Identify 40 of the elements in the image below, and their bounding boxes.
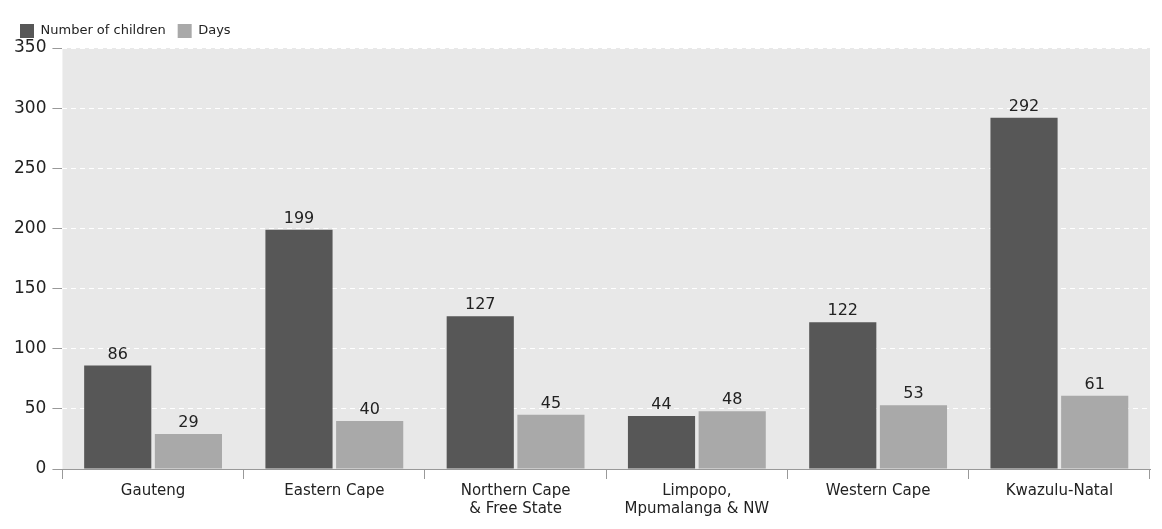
data-label: 48: [722, 389, 743, 409]
bar: [698, 411, 766, 469]
y-tick-label: 0: [35, 457, 47, 478]
data-label: 292: [1008, 95, 1040, 115]
data-label: 199: [283, 207, 315, 227]
data-label: 40: [359, 399, 380, 419]
bar: [446, 316, 514, 469]
data-label: 61: [1084, 373, 1105, 393]
legend-label: Number of children: [40, 22, 166, 38]
x-tick-label: Eastern Cape: [284, 480, 385, 499]
data-label: 122: [827, 300, 859, 320]
data-label: 44: [651, 394, 672, 414]
data-label: 53: [903, 383, 924, 403]
y-tick-label: 150: [13, 276, 47, 297]
bar: [990, 117, 1058, 469]
y-tick-label: 200: [13, 216, 47, 237]
data-label: 86: [107, 343, 128, 363]
legend-label: Days: [198, 22, 231, 38]
bar: [809, 322, 877, 469]
data-label: 45: [540, 393, 562, 413]
bar: [265, 229, 333, 469]
bar: [1061, 395, 1129, 469]
x-tick-label: Northern Cape & Free State: [460, 480, 571, 517]
bar: [879, 405, 948, 469]
x-tick-label: Kwazulu-Natal: [1005, 480, 1114, 499]
y-tick-label: 250: [13, 156, 47, 177]
y-tick-label: 50: [24, 397, 47, 418]
bar: [336, 420, 404, 469]
bar: [84, 365, 152, 469]
bar: [154, 434, 222, 469]
bar: [517, 414, 585, 469]
x-tick-label: Western Cape: [825, 480, 931, 499]
bar: [627, 416, 696, 469]
x-tick-label: Gauteng: [120, 480, 186, 499]
x-tick-label: Limpopo, Mpumalanga & NW: [624, 480, 770, 517]
y-tick-label: 350: [13, 36, 47, 57]
data-label: 29: [178, 412, 199, 432]
y-tick-label: 100: [13, 337, 47, 358]
y-tick-label: 300: [13, 96, 47, 117]
data-label: 127: [464, 294, 496, 314]
